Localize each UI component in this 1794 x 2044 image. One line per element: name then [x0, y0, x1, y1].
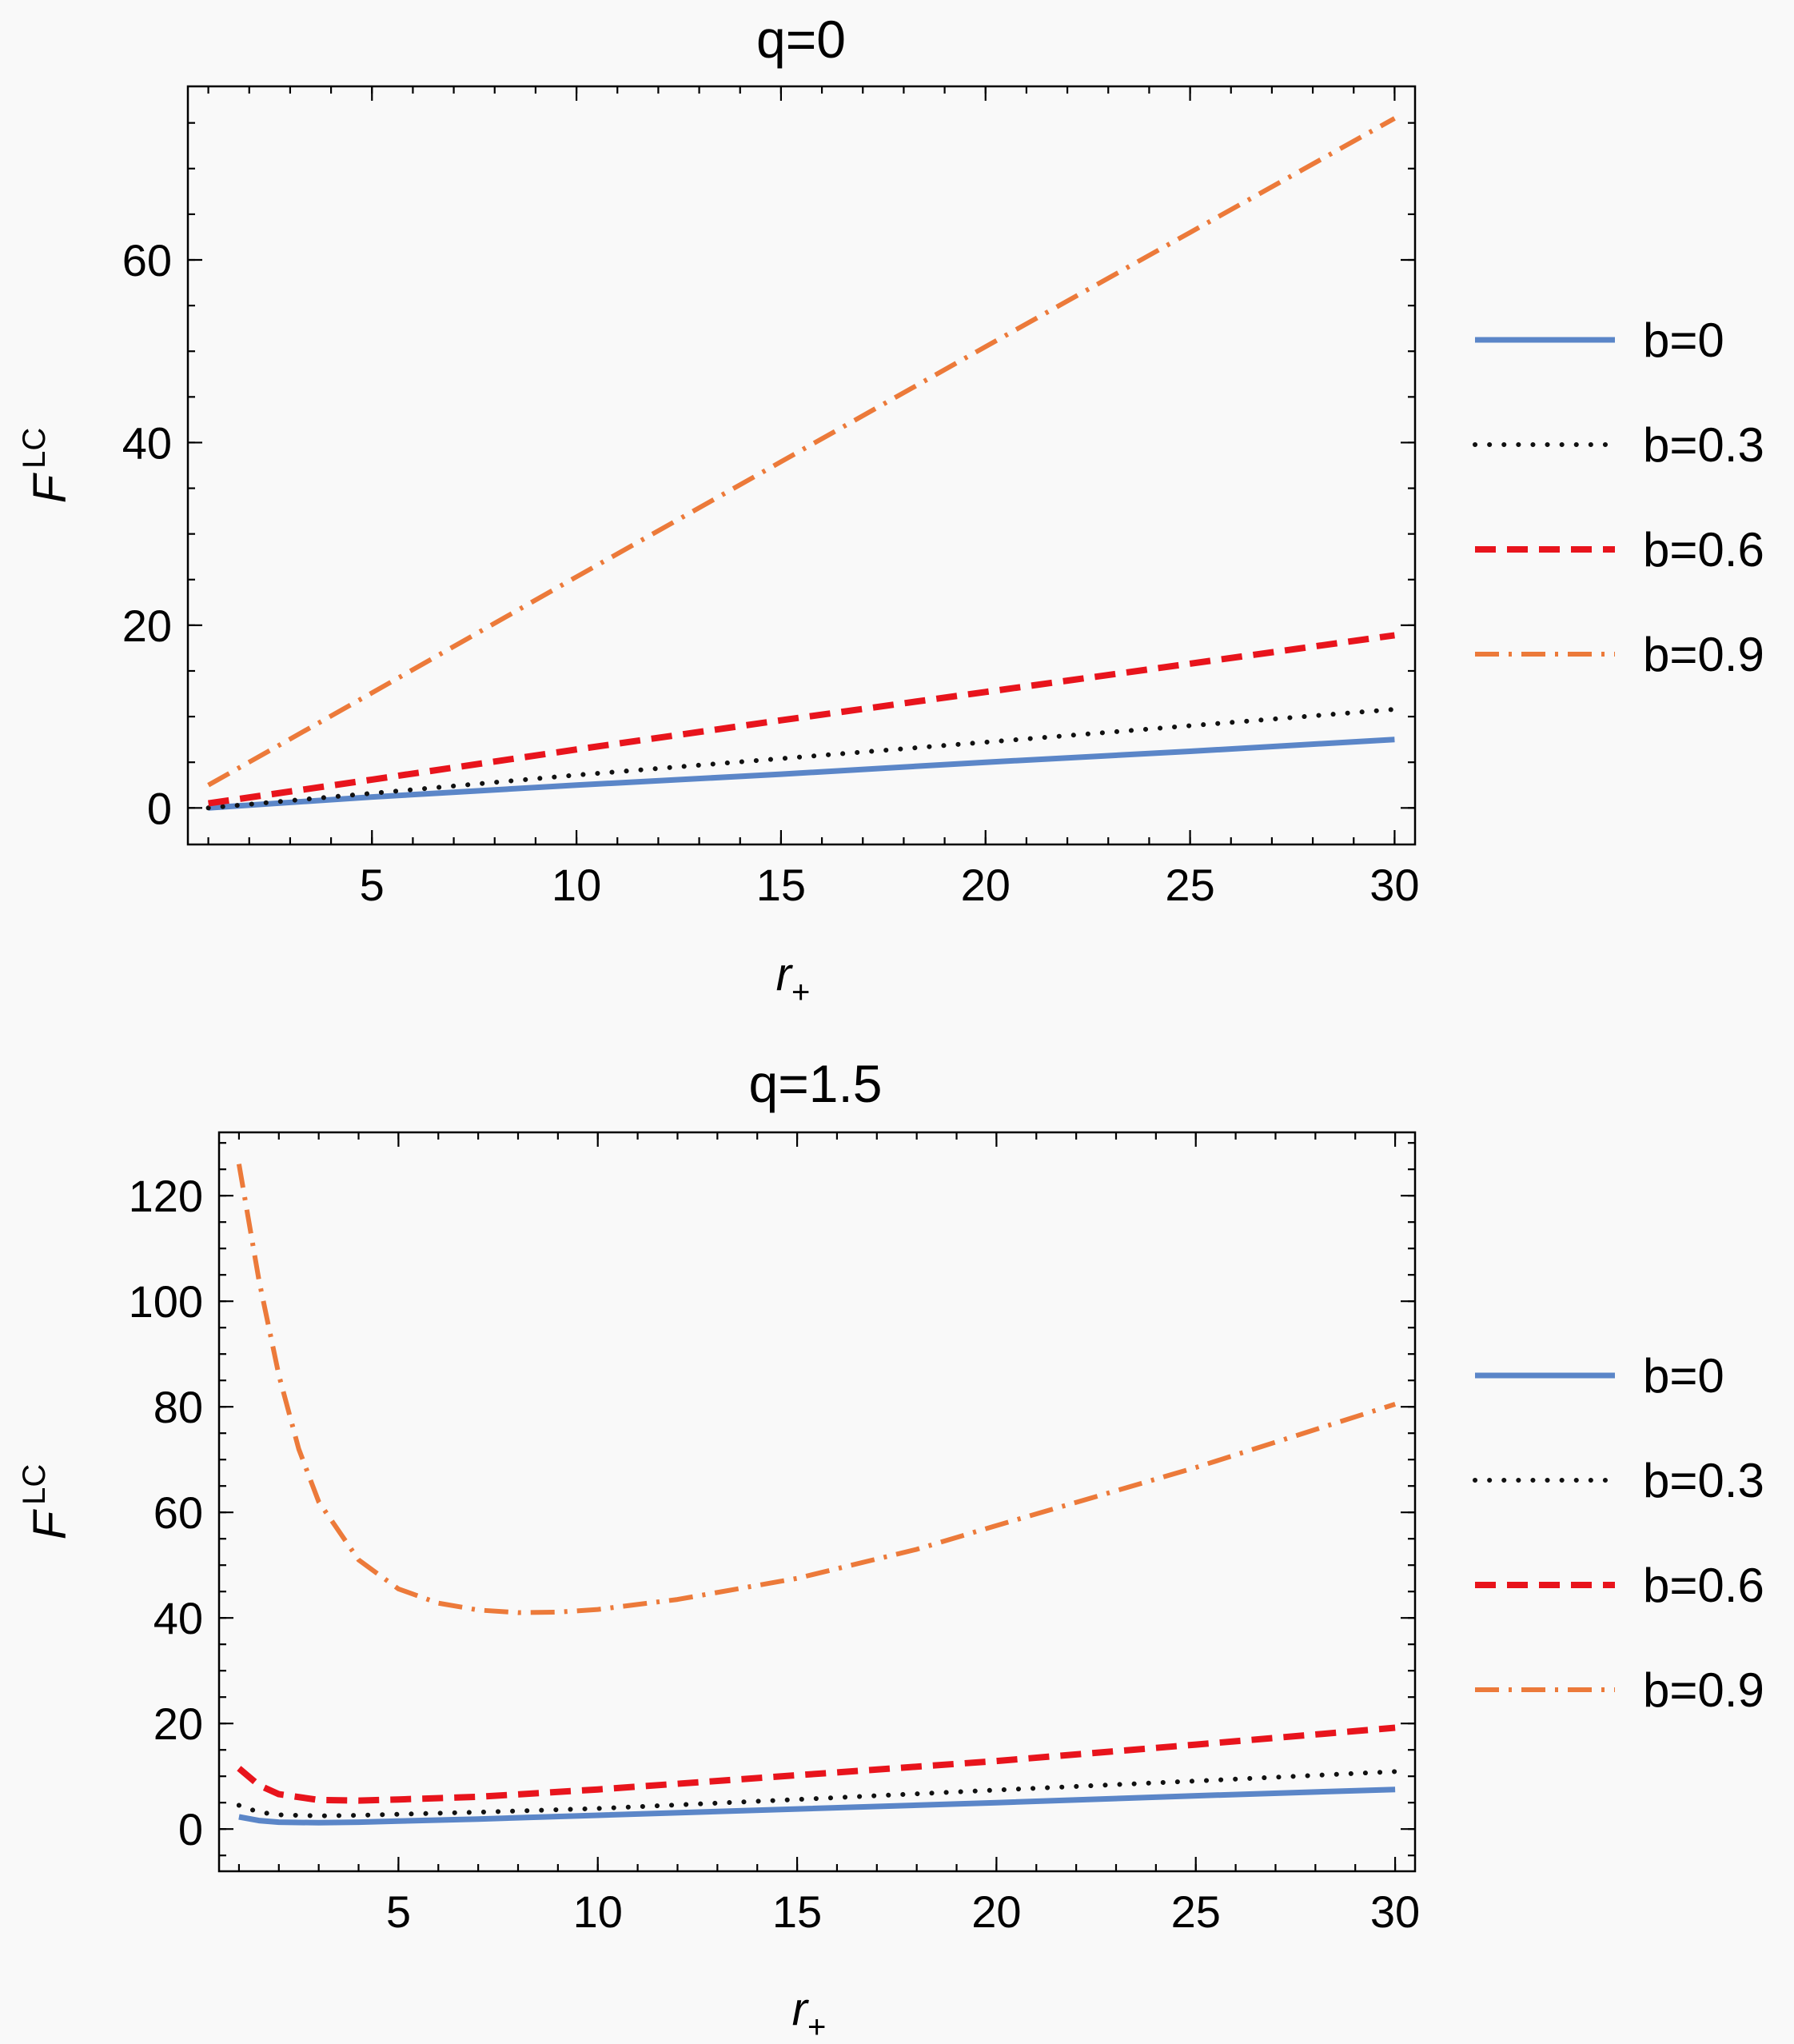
- series-line-b=0.9: [236, 1164, 1397, 1615]
- panel-1-xlabel-sub: +: [791, 975, 810, 1010]
- x-tick-label: 20: [971, 1886, 1021, 1937]
- x-tick-label: 15: [772, 1886, 822, 1937]
- y-tick-label: 40: [122, 417, 172, 468]
- x-tick-label: 10: [552, 860, 601, 910]
- legend-label-b=0.3: b=0.3: [1643, 418, 1764, 472]
- x-tick-label: 5: [360, 860, 385, 910]
- panel-1-xlabel-main: r: [776, 948, 794, 1000]
- panel-1-ylabel-main: F: [24, 472, 76, 503]
- panel-2-xlabel-sub: +: [807, 2010, 826, 2044]
- panel-2-minor-ticks: [219, 1132, 1415, 1871]
- x-tick-label: 10: [573, 1886, 623, 1937]
- series-line-b=0.6: [208, 632, 1395, 807]
- panel-2-title: q=1.5: [749, 1054, 883, 1113]
- panel-1-ylabel-sup: LC: [17, 428, 52, 469]
- legend-label-b=0.9: b=0.9: [1643, 1663, 1764, 1717]
- panel-2-ylabel-sup: LC: [17, 1464, 52, 1505]
- panel-1-legend: b=0 b=0.3 b=0.6 b=0.9: [1473, 313, 1764, 681]
- legend-label-b=0.9: b=0.9: [1643, 628, 1764, 681]
- legend-label-b=0: b=0: [1643, 1349, 1724, 1403]
- x-tick-label: 15: [756, 860, 806, 910]
- legend-label-b=0.3: b=0.3: [1643, 1454, 1764, 1507]
- series-line-b=0.3: [236, 1769, 1398, 1818]
- y-tick-label: 20: [153, 1699, 203, 1749]
- y-tick-label: 60: [153, 1487, 203, 1538]
- series-line-b=0: [238, 1787, 1396, 1826]
- series-line-b=0.3: [205, 707, 1397, 811]
- series-line-b=0.9: [207, 116, 1396, 788]
- x-tick-label: 30: [1369, 860, 1419, 910]
- panel-2-ylabel: FLC: [17, 1464, 76, 1540]
- panel-1-minor-ticks: [188, 86, 1415, 844]
- panel-1-frame: [186, 85, 1417, 846]
- x-tick-label: 20: [961, 860, 1011, 910]
- y-tick-label: 40: [153, 1593, 203, 1643]
- x-tick-label: 5: [386, 1886, 411, 1937]
- panel-2-ylabel-main: F: [24, 1508, 76, 1539]
- panel-1-series: [205, 116, 1397, 811]
- y-tick-label: 0: [147, 783, 172, 833]
- y-tick-label: 100: [129, 1276, 203, 1327]
- panel-2-legend: b=0 b=0.3 b=0.6 b=0.9: [1473, 1349, 1764, 1717]
- panel-1-ticks: 5 10 15 20 25 30 0 20 40 60: [122, 86, 1420, 910]
- legend-label-b=0.6: b=0.6: [1643, 1559, 1764, 1612]
- y-tick-label: 120: [129, 1171, 203, 1221]
- panel-2-ticks: 5 10 15 20 25 30 0 20 40 60 80 100 120: [129, 1132, 1420, 1937]
- panel-2-xlabel-main: r: [792, 1983, 810, 2035]
- panel-1-xlabel: r+: [776, 948, 811, 1010]
- x-tick-label: 25: [1165, 860, 1214, 910]
- panel-2-frame: [217, 1131, 1417, 1873]
- legend-label-b=0.6: b=0.6: [1643, 523, 1764, 577]
- x-tick-label: 30: [1370, 1886, 1420, 1937]
- legend-label-b=0: b=0: [1643, 313, 1724, 367]
- series-line-b=0: [208, 737, 1395, 811]
- x-tick-label: 25: [1171, 1886, 1221, 1937]
- y-tick-label: 20: [122, 601, 172, 651]
- panel-2-xlabel: r+: [792, 1983, 827, 2044]
- y-tick-label: 80: [153, 1382, 203, 1432]
- y-tick-label: 60: [122, 235, 172, 285]
- y-tick-label: 0: [178, 1804, 203, 1854]
- series-line-b=0.6: [237, 1724, 1396, 1804]
- panel-2-series: [236, 1164, 1398, 1826]
- panel-1-title: q=0: [756, 10, 846, 69]
- panel-1-ylabel: FLC: [17, 428, 76, 504]
